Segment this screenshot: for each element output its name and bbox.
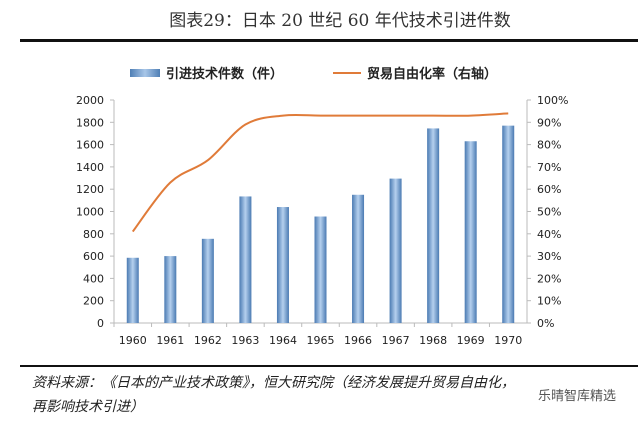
right-tick-label: 60%	[537, 183, 561, 196]
right-tick-label: 40%	[537, 228, 561, 241]
bar-1968	[427, 128, 440, 323]
left-tick-label: 1200	[76, 183, 104, 196]
bar-1967	[389, 178, 402, 323]
left-tick-label: 2000	[76, 94, 104, 107]
legend-bar-swatch	[130, 68, 160, 77]
left-tick-label: 600	[83, 250, 104, 263]
x-tick-label: 1964	[269, 334, 297, 347]
x-tick-label: 1970	[494, 334, 522, 347]
watermark: 乐晴智库精选	[538, 389, 617, 404]
bar-1966	[352, 194, 365, 323]
left-tick-label: 200	[83, 295, 104, 308]
left-tick-label: 1600	[76, 139, 104, 152]
left-tick-label: 800	[83, 228, 104, 241]
legend-line-swatch	[333, 71, 362, 74]
bottom-rule	[20, 365, 638, 367]
right-tick-label: 30%	[537, 250, 561, 263]
right-tick-label: 100%	[537, 94, 568, 107]
left-tick-label: 0	[97, 317, 104, 330]
bar-1961	[164, 256, 177, 323]
right-tick-label: 10%	[537, 295, 561, 308]
legend-bar-label: 引进技术件数（件）	[166, 67, 284, 82]
x-tick-label: 1963	[231, 334, 259, 347]
right-tick-label: 70%	[537, 161, 561, 174]
bar-1960	[126, 257, 139, 323]
left-tick-label: 1000	[76, 206, 104, 219]
right-tick-label: 90%	[537, 116, 561, 129]
legend-line-label: 贸易自由化率（右轴）	[367, 67, 498, 82]
chart-title: 图表29：日本 20 世纪 60 年代技术引进件数	[169, 11, 511, 31]
x-tick-label: 1969	[457, 334, 485, 347]
right-tick-label: 0%	[537, 317, 554, 330]
x-tick-label: 1965	[307, 334, 335, 347]
x-tick-label: 1966	[344, 334, 372, 347]
left-tick-label: 400	[83, 272, 104, 285]
left-tick-label: 1800	[76, 116, 104, 129]
x-tick-label: 1962	[194, 334, 222, 347]
x-tick-label: 1960	[119, 334, 147, 347]
right-tick-label: 50%	[537, 206, 561, 219]
x-tick-label: 1961	[156, 334, 184, 347]
x-tick-label: 1968	[419, 334, 447, 347]
source-line-1: 资料来源：《日本的产业技术政策》，恒大研究院（经济发展提升贸易自由化，	[32, 375, 515, 391]
legend: 引进技术件数（件） 贸易自由化率（右轴）	[130, 63, 497, 82]
bar-1964	[276, 207, 289, 323]
top-rule	[20, 39, 638, 42]
right-tick-label: 20%	[537, 272, 561, 285]
chart-plot: 0 200 400 600 800 1000 1200 1400 1600 1800 2000 0% 1…	[76, 94, 568, 347]
left-tick-label: 1400	[76, 161, 104, 174]
source-line-2: 再影响技术引进）	[32, 399, 144, 415]
bar-1970	[502, 125, 515, 324]
bar-1962	[201, 238, 214, 323]
right-tick-label: 80%	[537, 139, 561, 152]
x-tick-label: 1967	[382, 334, 410, 347]
bar-1965	[314, 216, 327, 323]
trade-liberalization-line	[131, 112, 509, 233]
bar-1969	[464, 141, 477, 323]
bar-1963	[239, 196, 252, 323]
